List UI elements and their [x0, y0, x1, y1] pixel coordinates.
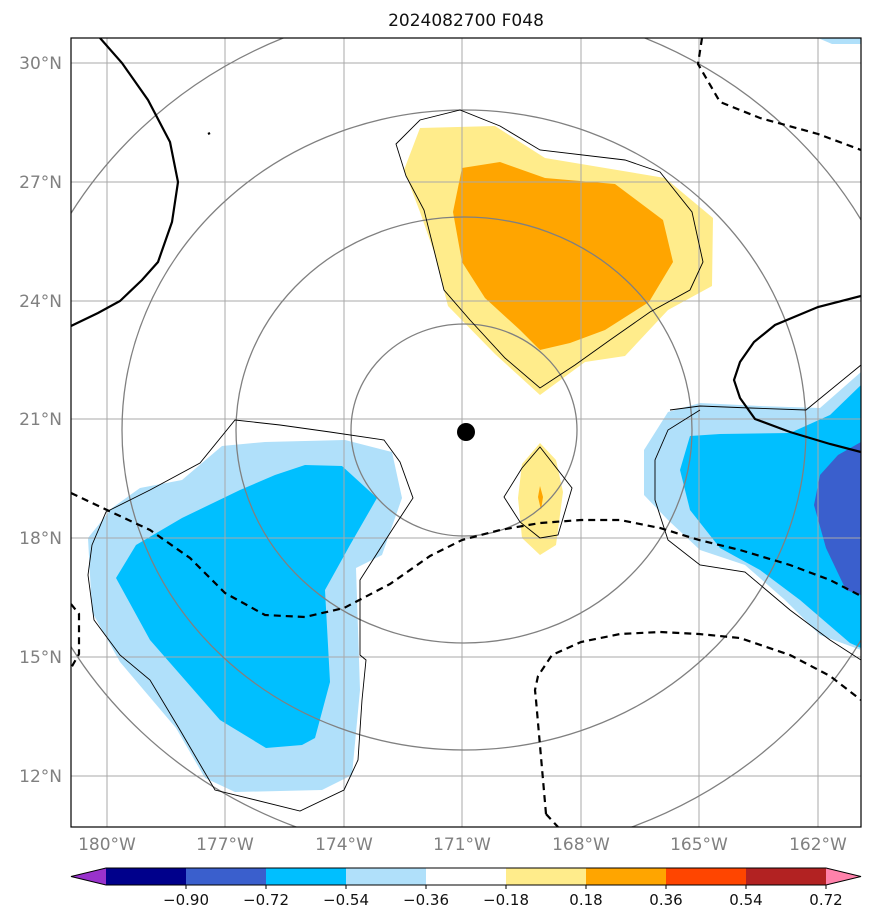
colorbar-swatch: [106, 868, 187, 885]
dashed-contour-westedge: [71, 603, 81, 669]
colorbar-swatch: [186, 868, 267, 885]
solid-contour-west: [71, 38, 180, 327]
solid-contour-east: [732, 294, 861, 454]
thin-contours: [87, 109, 861, 812]
shading-layer: [88, 38, 861, 792]
lon-label: 174°W: [315, 835, 373, 855]
colorbar-tick-label: −0.18: [483, 891, 529, 909]
lon-label: 162°W: [789, 835, 847, 855]
thin-contour-north: [395, 109, 704, 389]
lon-label: 171°W: [433, 835, 491, 855]
colorbar-tick-label: 0.36: [649, 891, 682, 909]
negative-anomaly-dark-e: [814, 442, 861, 595]
range-ring-1: [350, 323, 578, 537]
colorbar-tick-label: 0.54: [729, 891, 762, 909]
thin-contour-east-lower: [654, 409, 861, 661]
lat-label: 21°N: [19, 410, 62, 430]
colorbar-swatch: [426, 868, 507, 885]
negative-anomaly-corner: [818, 38, 861, 44]
dashed-contour-south: [533, 630, 861, 815]
colorbar-swatch: [666, 868, 747, 885]
colorbar-tick-label: −0.72: [243, 891, 289, 909]
colorbar-tick-label: −0.36: [403, 891, 449, 909]
colorbar-swatch: [266, 868, 347, 885]
range-ring-3: [121, 109, 807, 751]
lat-label: 15°N: [19, 648, 62, 668]
storm-center-marker: [457, 423, 475, 441]
lon-label: 168°W: [552, 835, 610, 855]
colorbar-extend-min: [71, 868, 106, 885]
lon-label: 165°W: [670, 835, 728, 855]
gridlines: [71, 38, 861, 827]
lat-label: 27°N: [19, 173, 62, 193]
dashed-contour-middle: [71, 492, 861, 619]
lon-label: 177°W: [196, 835, 254, 855]
positive-anomaly-tiny: [538, 486, 543, 510]
lat-label: 30°N: [19, 54, 62, 74]
solid-contours: [71, 38, 861, 454]
dashed-contours: [71, 38, 861, 827]
plot-area: [71, 38, 861, 827]
colorbar-swatch: [586, 868, 667, 885]
colorbar-swatch: [506, 868, 587, 885]
colorbar-tick-label: 0.18: [569, 891, 602, 909]
thin-contour-center: [503, 446, 573, 539]
range-rings: [71, 38, 861, 827]
thin-contour-east: [669, 364, 861, 411]
colorbar-swatch: [346, 868, 427, 885]
colorbar-extend-max: [826, 868, 861, 885]
positive-anomaly-mid: [453, 162, 673, 350]
colorbar-swatch: [746, 868, 827, 885]
solid-contour-dot: [207, 132, 211, 135]
negative-anomaly-mid-e: [680, 385, 861, 648]
lat-label: 24°N: [19, 292, 62, 312]
longitude-labels: 180°W 177°W 174°W 171°W 168°W 165°W 162°…: [78, 835, 847, 855]
colorbar-tick-label: −0.54: [323, 891, 369, 909]
latitude-labels: 30°N 27°N 24°N 21°N 18°N 15°N 12°N: [19, 54, 62, 787]
dashed-contour-northeast: [696, 38, 861, 152]
negative-anomaly-mid-sw: [116, 465, 377, 748]
range-ring-2: [235, 216, 693, 644]
map-title: 2024082700 F048: [388, 11, 544, 31]
colorbar-tick-label: 0.72: [809, 891, 842, 909]
lon-label: 180°W: [78, 835, 136, 855]
thin-contour-southwest: [87, 419, 414, 812]
colorbar-tick-label: −0.90: [163, 891, 209, 909]
colorbar-outline: [70, 867, 862, 886]
colorbar: −0.90 −0.72 −0.54 −0.36 −0.18 0.18 0.36 0.54 0.7…: [70, 867, 862, 909]
lat-label: 18°N: [19, 529, 62, 549]
plot-frame: [70, 37, 862, 828]
lat-label: 12°N: [19, 767, 62, 787]
dashed-contour-southedge: [545, 813, 559, 827]
